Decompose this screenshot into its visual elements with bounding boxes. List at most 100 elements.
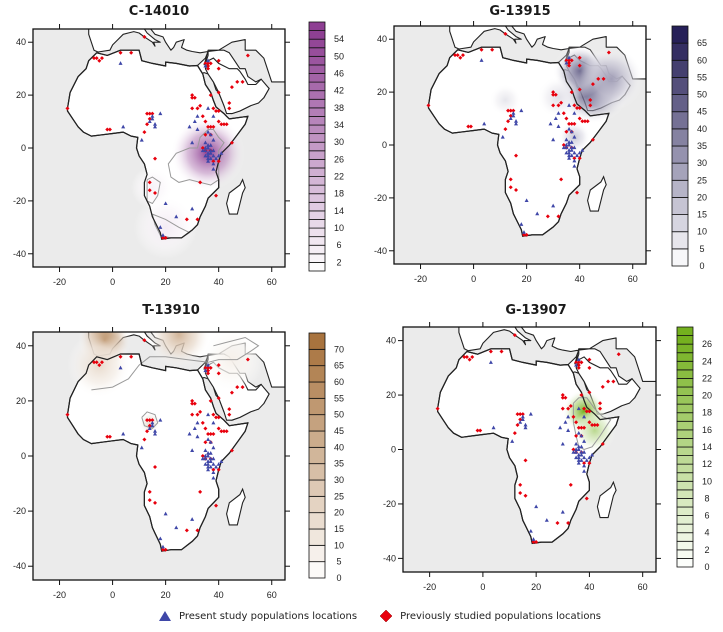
colorbar-tick-label: 25	[697, 175, 707, 185]
previous-population-marker	[460, 53, 465, 58]
colorbar-swatch	[308, 47, 326, 57]
colorbar-swatch	[676, 540, 694, 551]
present-population-marker	[511, 113, 516, 118]
previous-population-marker	[216, 467, 221, 472]
colorbar-tick-label: 34	[334, 120, 344, 130]
previous-population-marker	[545, 214, 550, 219]
present-population-marker	[567, 126, 572, 131]
previous-population-marker	[208, 61, 213, 66]
present-population-marker	[211, 462, 216, 466]
present-population-marker	[187, 124, 192, 129]
present-population-marker	[153, 429, 158, 433]
previous-population-marker	[574, 433, 579, 438]
previous-population-marker	[567, 61, 572, 66]
previous-population-marker	[512, 431, 517, 436]
present-population-marker	[563, 420, 568, 424]
previous-population-marker	[97, 363, 102, 368]
previous-population-marker	[598, 401, 603, 406]
present-population-marker	[556, 111, 561, 115]
present-population-marker	[211, 161, 216, 166]
x-tick-label: -20	[414, 274, 427, 284]
previous-population-marker	[579, 360, 584, 365]
present-population-marker	[206, 451, 211, 455]
present-population-marker	[195, 434, 200, 439]
previous-population-marker	[582, 406, 587, 411]
colorbar-swatch	[308, 30, 326, 40]
previous-population-marker	[99, 360, 104, 365]
present-population-marker	[569, 153, 574, 158]
present-population-marker	[566, 414, 571, 419]
present-population-marker	[564, 150, 569, 155]
x-tick-label: 60	[638, 582, 648, 592]
previous-population-marker	[503, 127, 508, 132]
colorbar-swatch	[676, 403, 694, 414]
present-population-marker	[211, 114, 216, 118]
present-population-marker	[187, 431, 192, 436]
present-population-marker	[574, 362, 579, 367]
present-population-marker	[576, 430, 581, 435]
land-madagascar	[596, 480, 617, 519]
colorbar-swatch	[308, 561, 326, 579]
previous-population-marker	[208, 124, 213, 129]
colorbar-swatch	[308, 528, 326, 546]
coastline	[437, 348, 620, 545]
colorbar-tick-label: 35	[697, 141, 707, 151]
previous-population-marker	[566, 406, 571, 411]
previous-population-marker	[142, 437, 147, 442]
previous-population-marker	[577, 116, 582, 121]
y-tick-label: -40	[13, 561, 26, 571]
previous-population-marker	[569, 58, 574, 63]
previous-population-marker	[203, 119, 208, 124]
previous-population-marker	[200, 420, 205, 425]
previous-population-marker	[490, 47, 495, 52]
y-tick-label: 0	[21, 451, 26, 461]
colorbar-tick-label: 70	[334, 344, 344, 354]
previous-population-marker	[147, 180, 152, 185]
previous-population-marker	[556, 214, 561, 219]
colorbar-tick-label: 65	[697, 38, 707, 48]
present-population-marker	[163, 201, 168, 206]
previous-population-marker	[107, 127, 112, 132]
previous-population-marker	[203, 440, 208, 445]
previous-population-marker	[534, 540, 539, 545]
present-population-marker	[118, 61, 123, 65]
present-population-marker	[206, 129, 211, 134]
colorbar-tick-label: 8	[704, 493, 709, 503]
x-tick-label: 0	[110, 277, 115, 287]
present-population-marker	[590, 452, 595, 457]
present-population-marker	[206, 156, 211, 161]
previous-population-marker	[582, 425, 587, 430]
present-population-marker	[520, 414, 525, 419]
previous-population-marker	[518, 491, 523, 496]
y-tick-label: 20	[16, 90, 26, 100]
previous-population-marker	[466, 124, 471, 129]
previous-population-marker	[574, 360, 579, 365]
previous-population-marker	[523, 458, 528, 463]
heat-hotspot	[573, 408, 617, 453]
colorbar-swatch	[308, 184, 326, 195]
present-population-marker	[211, 445, 216, 450]
present-population-marker	[580, 148, 585, 152]
legend: Present study populations locations Prev…	[158, 609, 623, 623]
previous-population-marker	[590, 82, 595, 87]
colorbar-tick-label: 2	[336, 257, 341, 267]
panel-c-14010: C-14010 -20 0 20 40 60 -40 -20 0 20 40 54 50 46 42 38 3…	[13, 4, 344, 287]
previous-population-marker	[577, 105, 582, 110]
present-population-marker	[576, 458, 581, 462]
previous-population-marker	[206, 431, 211, 436]
previous-population-marker	[560, 393, 565, 398]
present-population-marker	[206, 437, 211, 441]
previous-population-marker	[229, 448, 234, 453]
previous-population-marker	[216, 66, 221, 71]
map-area	[33, 29, 285, 267]
present-population-marker	[523, 425, 528, 430]
heat-hotspot	[133, 195, 198, 260]
previous-population-marker	[606, 379, 611, 384]
panel-title: T-13910	[142, 303, 200, 318]
previous-population-marker	[475, 428, 480, 433]
present-population-marker	[206, 462, 211, 466]
previous-population-marker	[508, 108, 513, 113]
colorbar-swatch	[308, 512, 326, 530]
colorbar-swatch	[308, 55, 326, 66]
present-population-marker	[208, 459, 213, 464]
